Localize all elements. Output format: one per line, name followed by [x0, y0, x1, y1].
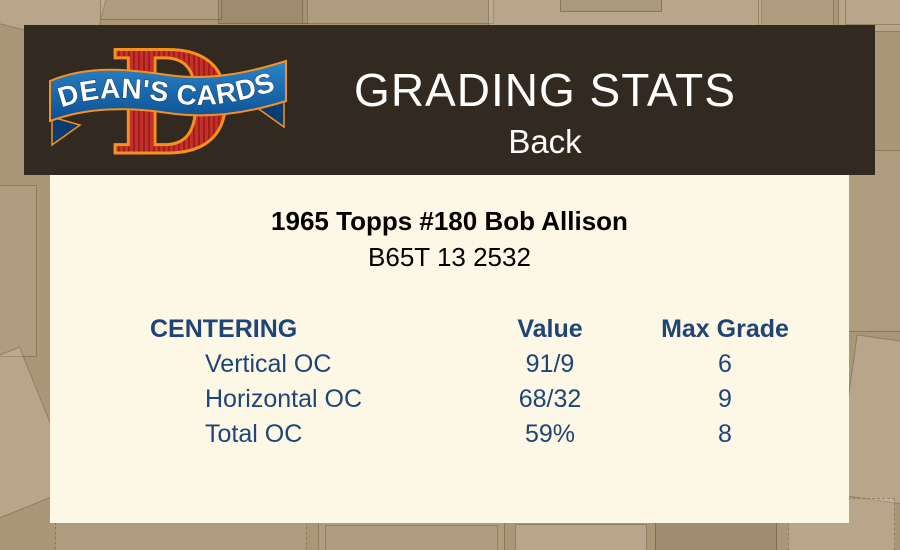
- row-label-total-oc: Total OC: [205, 420, 303, 448]
- background-card: [100, 0, 222, 20]
- background-card: [848, 150, 900, 332]
- row-max-grade-total-oc: 8: [718, 420, 732, 448]
- column-header-value: Value: [517, 315, 583, 343]
- header: D DEAN'S CARDS GRADING STATS Back: [24, 25, 875, 175]
- card-serial-code: B65T 13 2532: [368, 242, 531, 272]
- logo-ribbon: [49, 59, 287, 123]
- background-card: [0, 185, 37, 357]
- row-max-grade-horizontal-oc: 9: [718, 385, 732, 413]
- row-max-grade-vertical-oc: 6: [718, 350, 732, 378]
- column-header-max-grade: Max Grade: [661, 315, 789, 343]
- background-card: [560, 0, 662, 12]
- background-card: [515, 524, 647, 550]
- page-title: GRADING STATS: [354, 64, 736, 116]
- background-card: [758, 0, 834, 26]
- card-title: 1965 Topps #180 Bob Allison: [271, 206, 628, 236]
- row-value-horizontal-oc: 68/32: [518, 385, 582, 413]
- centering-stats-table: CENTERING Value Max Grade Vertical OC 91…: [150, 312, 789, 452]
- content-panel: 1965 Topps #180 Bob Allison B65T 13 2532…: [50, 175, 849, 523]
- header-titles: GRADING STATS Back: [305, 64, 785, 162]
- background-card: [302, 0, 494, 24]
- ribbon-fold-left: [51, 116, 82, 147]
- background-card: [488, 0, 762, 26]
- row-value-total-oc: 59%: [524, 420, 576, 448]
- deans-cards-logo[interactable]: D DEAN'S CARDS: [48, 31, 288, 167]
- row-label-horizontal-oc: Horizontal OC: [205, 385, 362, 413]
- column-header-centering: CENTERING: [150, 315, 298, 343]
- row-label-vertical-oc: Vertical OC: [205, 350, 332, 378]
- background-card: [218, 0, 308, 24]
- row-value-vertical-oc: 91/9: [525, 350, 575, 378]
- page-subtitle: Back: [508, 123, 582, 160]
